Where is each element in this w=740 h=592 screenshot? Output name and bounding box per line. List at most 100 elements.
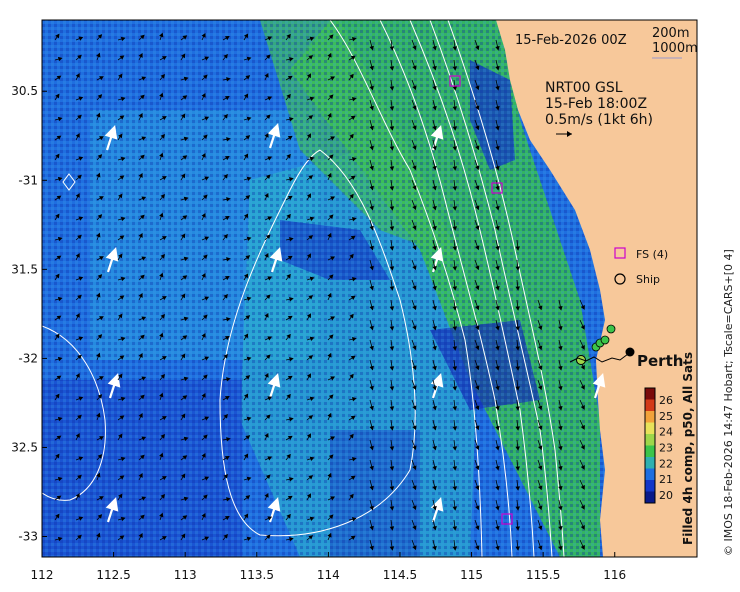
current-arrow-small (306, 96, 315, 101)
current-arrow-small (327, 196, 336, 201)
current-arrow-small (452, 159, 458, 171)
current-arrow-small (117, 276, 126, 282)
current-arrow-small (159, 152, 164, 161)
current-arrow-small (243, 135, 251, 141)
current-arrow-small (515, 239, 520, 251)
current-arrow-small (264, 276, 273, 281)
y-tick-label: -31 (18, 173, 38, 187)
current-arrow-small (264, 36, 273, 41)
current-arrow-small (537, 399, 543, 411)
current-arrow-small (495, 459, 500, 471)
current-arrow-small (180, 76, 189, 82)
current-arrow-small (474, 459, 480, 471)
current-arrow-small (75, 54, 82, 61)
current-arrow-small (264, 414, 271, 421)
current-arrow-small (495, 39, 500, 51)
current-arrow-small (54, 153, 60, 161)
current-arrow-small (432, 379, 437, 391)
current-arrow-small (411, 219, 417, 231)
current-arrow-small (452, 499, 458, 511)
current-arrow-small (452, 319, 458, 331)
current-arrow-small (515, 479, 520, 491)
current-arrow-small (117, 535, 125, 541)
current-arrow-small (75, 174, 82, 181)
current-arrow-small (180, 136, 189, 142)
current-arrow-small (348, 253, 354, 261)
current-arrow-small (159, 373, 166, 381)
current-arrow-small (222, 353, 228, 361)
current-arrow-small (474, 99, 480, 111)
current-arrow-small (243, 453, 249, 461)
current-arrow-small (201, 92, 206, 101)
current-arrow-small (411, 159, 417, 171)
current-arrow-small (159, 212, 164, 221)
current-arrow-small (369, 359, 374, 371)
current-arrow-small (327, 136, 336, 141)
current-arrow-small (201, 416, 210, 421)
current-arrow-small (117, 235, 125, 241)
current-arrow-small (138, 514, 145, 521)
map-date-label: 15-Feb-2026 00Z (515, 33, 627, 48)
current-arrow-small (201, 296, 210, 301)
current-arrow-small (201, 494, 208, 501)
current-arrow-small (537, 439, 543, 451)
current-arrow-small (452, 59, 458, 71)
current-arrow-small (222, 317, 231, 322)
current-arrow-small (411, 119, 417, 131)
current-arrow-small (495, 259, 500, 271)
legend-ship-label: Ship (636, 273, 660, 286)
current-arrow-small (285, 93, 291, 101)
current-arrow-small (389, 39, 395, 51)
current-arrow-small (327, 394, 334, 401)
current-arrow-small (327, 454, 334, 461)
current-arrow-small (201, 134, 208, 141)
current-arrow-small (432, 159, 437, 171)
current-arrow-small (306, 355, 314, 361)
current-arrow-small (201, 452, 206, 461)
current-arrow-small (474, 439, 480, 451)
current-arrow-small (474, 319, 480, 331)
colorbar-segment (645, 480, 655, 492)
current-arrow-small (515, 519, 520, 531)
colorbar-segment (645, 388, 655, 400)
current-arrow-small (432, 279, 437, 291)
colorbar-tick-label: 20 (659, 489, 673, 502)
current-arrow-small (138, 353, 143, 361)
x-axis: 112 112.5 113 113.5 114 114.5 115 115.5 116 (31, 552, 626, 582)
current-arrow-small (96, 454, 103, 461)
current-arrow-small (159, 296, 167, 301)
current-arrow-small (54, 93, 60, 101)
current-arrow-small (264, 396, 273, 401)
current-arrow-small (348, 295, 356, 301)
current-arrow-small (369, 499, 374, 511)
current-arrow-small (515, 299, 520, 311)
current-arrow-small (306, 133, 312, 141)
current-arrow-small (264, 234, 271, 241)
current-arrow-small (222, 497, 231, 502)
current-arrow-small (222, 95, 230, 101)
current-arrow-small (389, 79, 395, 91)
current-arrow-small (96, 514, 103, 521)
current-arrow-small (411, 39, 417, 51)
x-tick-label: 112 (31, 568, 54, 582)
current-arrow-small (495, 159, 500, 171)
current-arrow-small (452, 479, 458, 491)
current-arrow-small (389, 179, 395, 191)
current-arrow-small (432, 139, 437, 151)
current-arrow-small (159, 332, 164, 341)
current-arrow-small (452, 339, 458, 351)
current-arrow-small (180, 395, 188, 401)
current-arrow-small (432, 439, 437, 451)
current-arrow-small (159, 236, 167, 241)
current-arrow-small (96, 256, 104, 261)
legend-fs-label: FS (4) (636, 248, 668, 261)
current-arrow-small (222, 395, 230, 401)
current-arrow-small (222, 197, 231, 202)
current-arrow-small (75, 234, 82, 241)
current-arrow-small (75, 276, 84, 281)
current-arrow-small (432, 79, 437, 91)
current-arrow-small (243, 375, 251, 381)
current-arrow-small (306, 115, 314, 121)
current-arrow-small (411, 339, 417, 351)
